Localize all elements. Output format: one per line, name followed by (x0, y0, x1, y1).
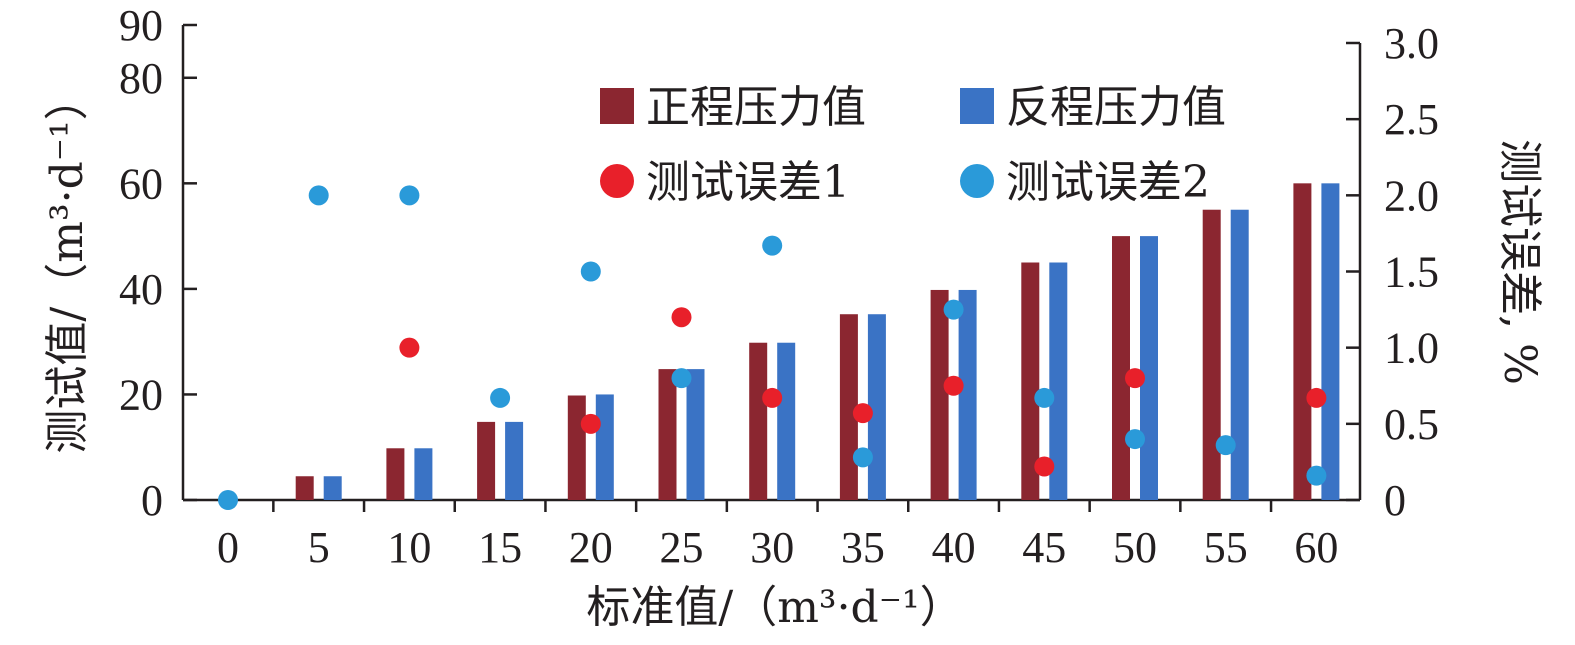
bar-1 (567, 395, 586, 500)
y-tick-label: 80 (119, 54, 163, 103)
bar-1 (930, 289, 949, 500)
error-point-2 (218, 490, 238, 510)
error-point-1 (671, 307, 692, 328)
x-tick-label: 55 (1204, 523, 1248, 572)
bar-2 (1230, 209, 1249, 500)
y-tick-label: 60 (119, 159, 163, 208)
y2-tick-label: 0.5 (1384, 400, 1439, 449)
bar-2 (867, 314, 886, 500)
y-tick-label: 0 (141, 476, 163, 525)
y2-tick-label: 3.0 (1384, 19, 1439, 68)
error-point-1 (580, 413, 601, 434)
error-point-2 (762, 235, 783, 256)
legend-marker-4 (960, 164, 994, 198)
y2-tick-label: 2.0 (1384, 171, 1439, 220)
legend-swatch-2 (960, 88, 994, 124)
y2-axis-title: 测试误差, % (1494, 139, 1545, 385)
x-tick-label: 35 (841, 523, 885, 572)
error-point-2 (308, 185, 329, 206)
error-point-2 (580, 261, 601, 282)
error-point-1 (943, 375, 964, 396)
y-axis-title: 测试值/（m³·d⁻¹） (42, 76, 93, 453)
bar-2 (595, 394, 614, 500)
bar-1 (1202, 209, 1221, 500)
y2-tick-label: 1.0 (1384, 324, 1439, 373)
x-tick-label: 40 (932, 523, 976, 572)
x-axis-title: 标准值/（m³·d⁻¹） (586, 582, 963, 633)
legend-swatch-1 (600, 88, 634, 124)
legend-label-4: 测试误差2 (1006, 157, 1210, 208)
error-point-2 (1125, 429, 1145, 450)
x-tick-label: 30 (750, 523, 794, 572)
error-point-2 (399, 185, 420, 206)
error-point-1 (1125, 368, 1145, 389)
bar-1 (658, 369, 677, 500)
error-point-2 (1034, 387, 1055, 408)
bar-2 (1049, 262, 1068, 500)
y-tick-label: 40 (119, 265, 163, 314)
bar-2 (777, 342, 796, 500)
error-point-2 (490, 387, 511, 408)
bar-1 (386, 448, 405, 500)
bar-1 (839, 314, 858, 500)
x-tick-label: 20 (569, 523, 613, 572)
bar-2 (1140, 236, 1158, 500)
legend-label-1: 正程压力值 (646, 82, 866, 133)
error-point-2 (1306, 465, 1327, 486)
y2-tick-label: 2.5 (1384, 95, 1439, 144)
legend-marker-3 (600, 164, 634, 198)
bar-1 (1112, 236, 1130, 500)
bar-2 (958, 289, 977, 500)
bar-1 (1293, 183, 1312, 501)
bar-2 (686, 369, 705, 500)
error-point-2 (943, 299, 964, 320)
y-tick-label: 20 (119, 370, 163, 419)
error-point-2 (1215, 435, 1236, 456)
error-point-2 (671, 368, 692, 389)
error-point-1 (399, 337, 420, 358)
x-tick-label: 10 (387, 523, 431, 572)
x-tick-label: 15 (478, 523, 522, 572)
bar-2 (414, 448, 433, 500)
bar-2 (323, 476, 342, 500)
x-tick-label: 45 (1022, 523, 1066, 572)
bar-1 (749, 342, 768, 500)
error-point-1 (1306, 387, 1327, 408)
x-tick-label: 25 (660, 523, 704, 572)
y2-tick-label: 1.5 (1384, 248, 1439, 297)
error-point-1 (762, 387, 783, 408)
y2-tick-label: 0 (1384, 476, 1406, 525)
legend-label-2: 反程压力值 (1006, 82, 1226, 133)
x-tick-label: 60 (1294, 523, 1338, 572)
bar-1 (1021, 262, 1040, 500)
x-tick-label: 5 (308, 523, 330, 572)
legend-label-3: 测试误差1 (646, 157, 850, 208)
bar-2 (1321, 183, 1340, 501)
bar-2 (505, 421, 524, 500)
bar-1 (295, 476, 314, 500)
error-point-1 (852, 403, 873, 424)
y-tick-label: 90 (119, 1, 163, 50)
error-point-2 (852, 447, 873, 468)
x-tick-label: 50 (1113, 523, 1157, 572)
bar-1 (477, 421, 496, 500)
x-tick-label: 0 (217, 523, 239, 572)
error-point-1 (1034, 456, 1055, 477)
